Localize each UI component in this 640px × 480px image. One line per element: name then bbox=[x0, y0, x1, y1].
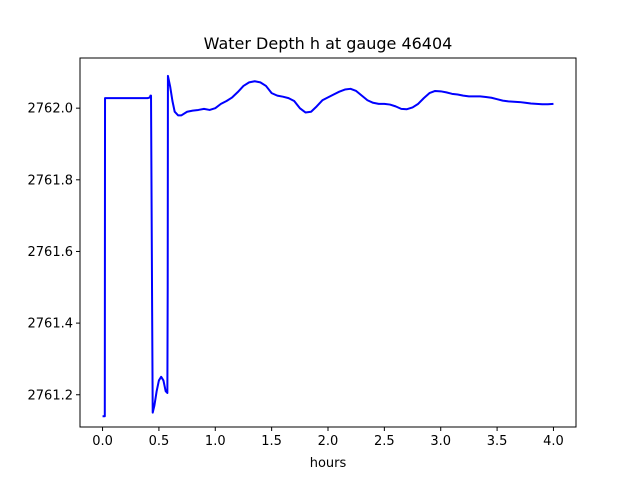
x-tick-label: 4.0 bbox=[543, 434, 564, 449]
x-tick-label: 0.0 bbox=[92, 434, 113, 449]
y-axis: 2761.2 2761.4 2761.6 2761.8 2762.0 bbox=[28, 102, 80, 403]
y-tick-label: 2761.6 bbox=[28, 245, 74, 260]
plot-frame bbox=[79, 57, 577, 428]
x-tick-label: 0.5 bbox=[149, 434, 170, 449]
y-tick-label: 2762.0 bbox=[28, 102, 74, 117]
series-line-0 bbox=[102, 74, 554, 418]
y-tick-label: 2761.4 bbox=[28, 317, 74, 332]
x-axis-label: hours bbox=[310, 456, 347, 471]
x-tick-label: 1.5 bbox=[261, 434, 282, 449]
plot-area bbox=[102, 74, 554, 418]
x-tick-label: 2.5 bbox=[374, 434, 395, 449]
x-axis: 0.0 0.5 1.0 1.5 2.0 2.5 3.0 3.5 4.0 bbox=[92, 427, 564, 449]
x-tick-label: 2.0 bbox=[318, 434, 339, 449]
x-tick-label: 1.0 bbox=[205, 434, 226, 449]
x-tick-label: 3.5 bbox=[487, 434, 508, 449]
chart-title: Water Depth h at gauge 46404 bbox=[204, 34, 453, 53]
x-tick-label: 3.0 bbox=[430, 434, 451, 449]
y-tick-label: 2761.8 bbox=[28, 173, 74, 188]
y-tick-label: 2761.2 bbox=[28, 388, 74, 403]
